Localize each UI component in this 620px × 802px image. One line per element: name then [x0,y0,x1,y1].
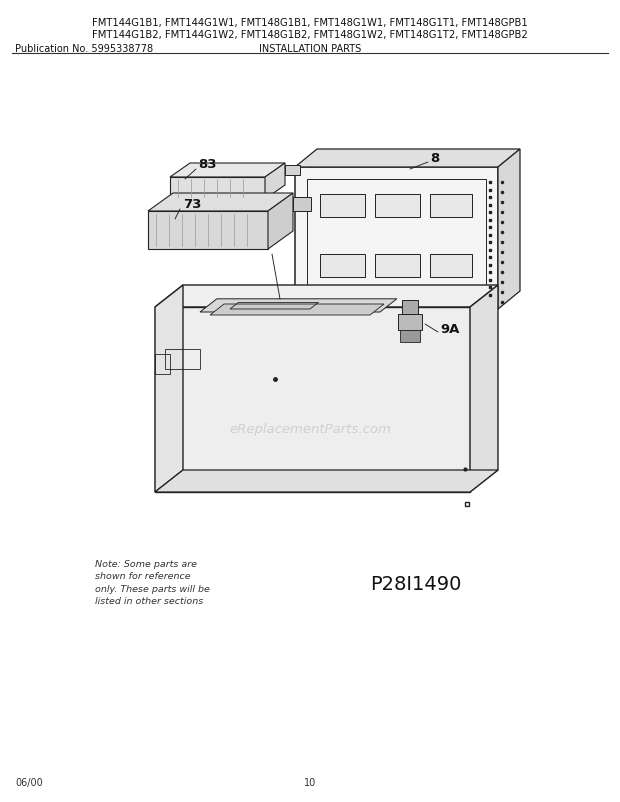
Text: 73: 73 [183,198,202,211]
Polygon shape [268,194,293,249]
Polygon shape [402,301,418,314]
Polygon shape [470,286,498,492]
Text: FMT144G1B1, FMT144G1W1, FMT148G1B1, FMT148G1W1, FMT148G1T1, FMT148GPB1: FMT144G1B1, FMT144G1W1, FMT148G1B1, FMT1… [92,18,528,28]
Polygon shape [430,195,472,217]
Polygon shape [398,314,422,330]
Polygon shape [155,286,183,492]
Polygon shape [400,330,420,342]
Text: INSTALLATION PARTS: INSTALLATION PARTS [259,44,361,54]
Text: 83: 83 [198,158,216,172]
Polygon shape [148,194,293,212]
Polygon shape [170,164,285,178]
Polygon shape [210,305,384,316]
Text: P28I1490: P28I1490 [370,574,461,593]
Polygon shape [498,150,520,310]
Polygon shape [320,255,365,277]
Polygon shape [295,150,520,168]
Polygon shape [155,471,498,492]
Polygon shape [375,195,420,217]
Polygon shape [155,286,498,308]
Text: 06/00: 06/00 [15,777,43,787]
Text: Publication No. 5995338778: Publication No. 5995338778 [15,44,153,54]
Text: eReplacementParts.com: eReplacementParts.com [229,423,391,436]
Polygon shape [430,255,472,277]
Text: FMT144G1B2, FMT144G1W2, FMT148G1B2, FMT148G1W2, FMT148G1T2, FMT148GPB2: FMT144G1B2, FMT144G1W2, FMT148G1B2, FMT1… [92,30,528,40]
Text: 10: 10 [304,777,316,787]
Polygon shape [200,299,397,313]
Polygon shape [320,195,365,217]
Polygon shape [155,308,470,492]
Polygon shape [295,168,498,310]
Polygon shape [170,178,265,200]
Polygon shape [265,164,285,200]
Text: 9A: 9A [440,323,459,336]
Polygon shape [285,166,300,176]
Polygon shape [375,255,420,277]
Polygon shape [293,198,311,212]
Text: Note: Some parts are
shown for reference
only. These parts will be
listed in oth: Note: Some parts are shown for reference… [95,559,210,606]
Text: 8: 8 [430,152,439,164]
Polygon shape [148,212,268,249]
